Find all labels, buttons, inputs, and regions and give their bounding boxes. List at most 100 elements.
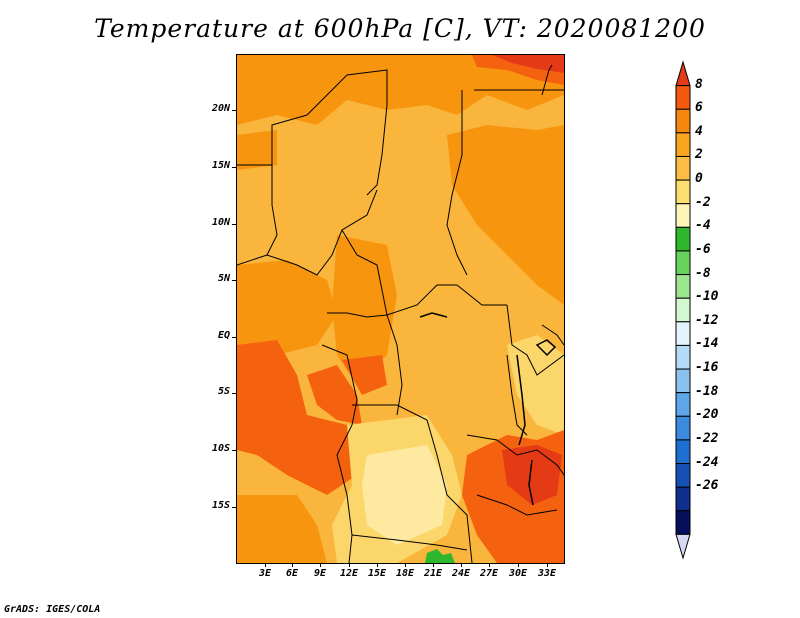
y-tick-label: 15S: [211, 500, 230, 511]
border-path-2: [446, 90, 468, 276]
field-warm-west: [237, 130, 277, 170]
x-tick-mark: [433, 563, 434, 567]
colorbar-label: 0: [695, 171, 703, 187]
colorbar-label: -26: [695, 478, 719, 494]
y-tick-mark: [232, 337, 236, 338]
y-tick-label: 5S: [217, 386, 230, 397]
colorbar-label: -2: [695, 194, 711, 210]
lake-2: [528, 459, 534, 506]
x-tick-label: 24E: [451, 568, 471, 579]
colorbar-label: 2: [695, 147, 703, 163]
y-tick-mark: [232, 507, 236, 508]
y-tick-label: 5N: [217, 273, 230, 284]
x-tick-label: 12E: [339, 568, 359, 579]
border-path-12: [466, 434, 564, 476]
colorbar-segment: [675, 321, 691, 346]
y-tick-label: EQ: [217, 330, 230, 341]
colorbar-label: -4: [695, 218, 711, 234]
x-tick-label: 30E: [508, 568, 528, 579]
y-tick-label: 15N: [211, 160, 230, 171]
border-path-13: [476, 494, 558, 516]
colorbar-label: -10: [695, 289, 719, 305]
y-tick-label: 20N: [211, 103, 230, 114]
x-tick-mark: [518, 563, 519, 567]
lake-4: [535, 339, 557, 357]
x-tick-mark: [377, 563, 378, 567]
colorbar-graphic: [675, 60, 691, 560]
colorbar-segment: [675, 368, 691, 394]
field-hottest-ne: [492, 55, 564, 73]
colorbar-label: -18: [695, 383, 719, 399]
field-green-patch: [425, 549, 455, 563]
colorbar-label: -8: [695, 265, 711, 281]
colorbar-segment: [675, 344, 691, 370]
colorbar-segment: [675, 274, 691, 299]
colorbar-segment: [675, 533, 691, 560]
x-tick-label: 27E: [479, 568, 499, 579]
border-path-7: [506, 304, 564, 376]
x-tick-label: 9E: [313, 568, 327, 579]
field-cool-east: [507, 335, 564, 435]
y-tick-mark: [232, 393, 236, 394]
x-tick-mark: [489, 563, 490, 567]
x-tick-mark: [265, 563, 266, 567]
colorbar-segment: [675, 250, 691, 276]
temperature-field-map: [237, 55, 564, 563]
x-tick-mark: [405, 563, 406, 567]
field-hot-sw2: [307, 365, 362, 425]
y-tick-mark: [232, 167, 236, 168]
x-tick-mark: [349, 563, 350, 567]
colorbar: [675, 60, 691, 560]
x-tick-label: 15E: [367, 568, 387, 579]
colorbar-label: -6: [695, 241, 711, 257]
border-path-9: [321, 344, 358, 563]
x-tick-label: 3E: [258, 568, 272, 579]
border-path-5: [266, 165, 278, 256]
border-path-16: [541, 64, 553, 96]
x-tick-label: 33E: [537, 568, 557, 579]
field-hot-center: [342, 355, 387, 395]
lakes: [419, 312, 557, 506]
lake-1: [516, 354, 526, 446]
border-path-6: [341, 229, 507, 316]
credit-text: GrADS: IGES/COLA: [4, 604, 101, 615]
x-tick-mark: [320, 563, 321, 567]
border-path-8: [327, 312, 403, 416]
border-path-10: [352, 404, 473, 563]
border-path-15: [541, 324, 564, 346]
colorbar-label: 6: [695, 100, 703, 116]
y-tick-label: 10S: [211, 443, 230, 454]
colorbar-segment: [675, 85, 691, 110]
field-warm-north: [237, 55, 564, 125]
y-tick-label: 10N: [211, 217, 230, 228]
x-tick-label: 21E: [423, 568, 443, 579]
colorbar-segment: [675, 297, 691, 323]
x-tick-mark: [292, 563, 293, 567]
x-tick-label: 18E: [395, 568, 415, 579]
colorbar-label: -20: [695, 407, 719, 423]
colorbar-label: 8: [695, 76, 703, 92]
colorbar-label: -22: [695, 430, 719, 446]
x-tick-mark: [547, 563, 548, 567]
colorbar-segment: [675, 415, 691, 441]
y-tick-mark: [232, 224, 236, 225]
field-hot-sw: [237, 340, 357, 495]
colorbar-segment: [675, 486, 691, 512]
colorbar-segment: [675, 463, 691, 488]
colorbar-segment: [675, 60, 691, 87]
colorbar-segment: [675, 203, 691, 228]
field-warm-central: [332, 235, 397, 385]
border-path-14: [506, 354, 528, 436]
colorbar-label: -14: [695, 336, 719, 352]
chart-title: Temperature at 600hPa [C], VT: 202008120…: [94, 14, 706, 43]
colorbar-segment: [675, 179, 691, 205]
colorbar-label: 4: [695, 123, 703, 139]
x-tick-label: 6E: [285, 568, 299, 579]
colorbar-segment: [675, 226, 691, 252]
colorbar-segment: [675, 510, 691, 535]
colorbar-segment: [675, 155, 691, 181]
field-warm-south: [237, 495, 327, 563]
y-tick-mark: [232, 450, 236, 451]
colorbar-label: -16: [695, 360, 719, 376]
border-path-4: [237, 189, 378, 276]
